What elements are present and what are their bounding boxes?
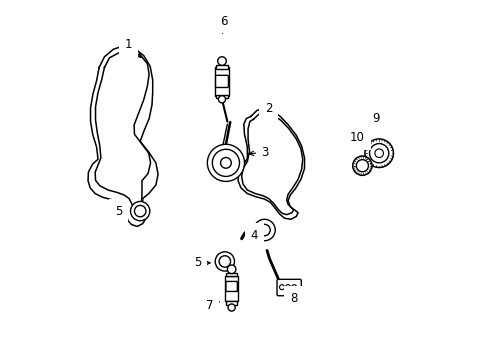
Text: 9: 9: [371, 112, 379, 125]
Circle shape: [134, 205, 145, 217]
Text: 5: 5: [115, 204, 122, 217]
Text: 4: 4: [250, 229, 258, 242]
Circle shape: [227, 265, 235, 274]
Circle shape: [369, 144, 388, 163]
Bar: [225, 276, 238, 301]
Bar: [216, 65, 227, 68]
Circle shape: [130, 202, 149, 221]
FancyBboxPatch shape: [225, 282, 237, 292]
Circle shape: [219, 256, 230, 267]
Text: 6: 6: [220, 14, 227, 27]
Circle shape: [212, 149, 239, 176]
Circle shape: [207, 144, 244, 181]
Circle shape: [258, 224, 270, 236]
Circle shape: [285, 285, 290, 290]
Text: 8: 8: [289, 292, 297, 305]
Text: 3: 3: [261, 146, 268, 159]
Bar: [225, 301, 237, 305]
Circle shape: [364, 139, 393, 167]
Circle shape: [253, 219, 275, 241]
Circle shape: [220, 157, 231, 168]
Text: 5: 5: [193, 256, 201, 269]
FancyBboxPatch shape: [276, 279, 301, 296]
Circle shape: [217, 57, 226, 65]
Circle shape: [215, 252, 234, 271]
Circle shape: [374, 149, 383, 157]
FancyBboxPatch shape: [215, 75, 228, 87]
Text: 2: 2: [264, 102, 272, 115]
Circle shape: [218, 96, 225, 103]
Circle shape: [279, 285, 284, 290]
Bar: [215, 67, 228, 96]
Circle shape: [227, 304, 235, 311]
Text: 1: 1: [124, 39, 132, 51]
Circle shape: [356, 159, 367, 172]
Text: 7: 7: [205, 298, 213, 311]
Circle shape: [291, 285, 296, 290]
Text: 10: 10: [349, 131, 364, 144]
Bar: [225, 273, 237, 276]
Bar: [216, 95, 227, 98]
Circle shape: [352, 156, 371, 175]
